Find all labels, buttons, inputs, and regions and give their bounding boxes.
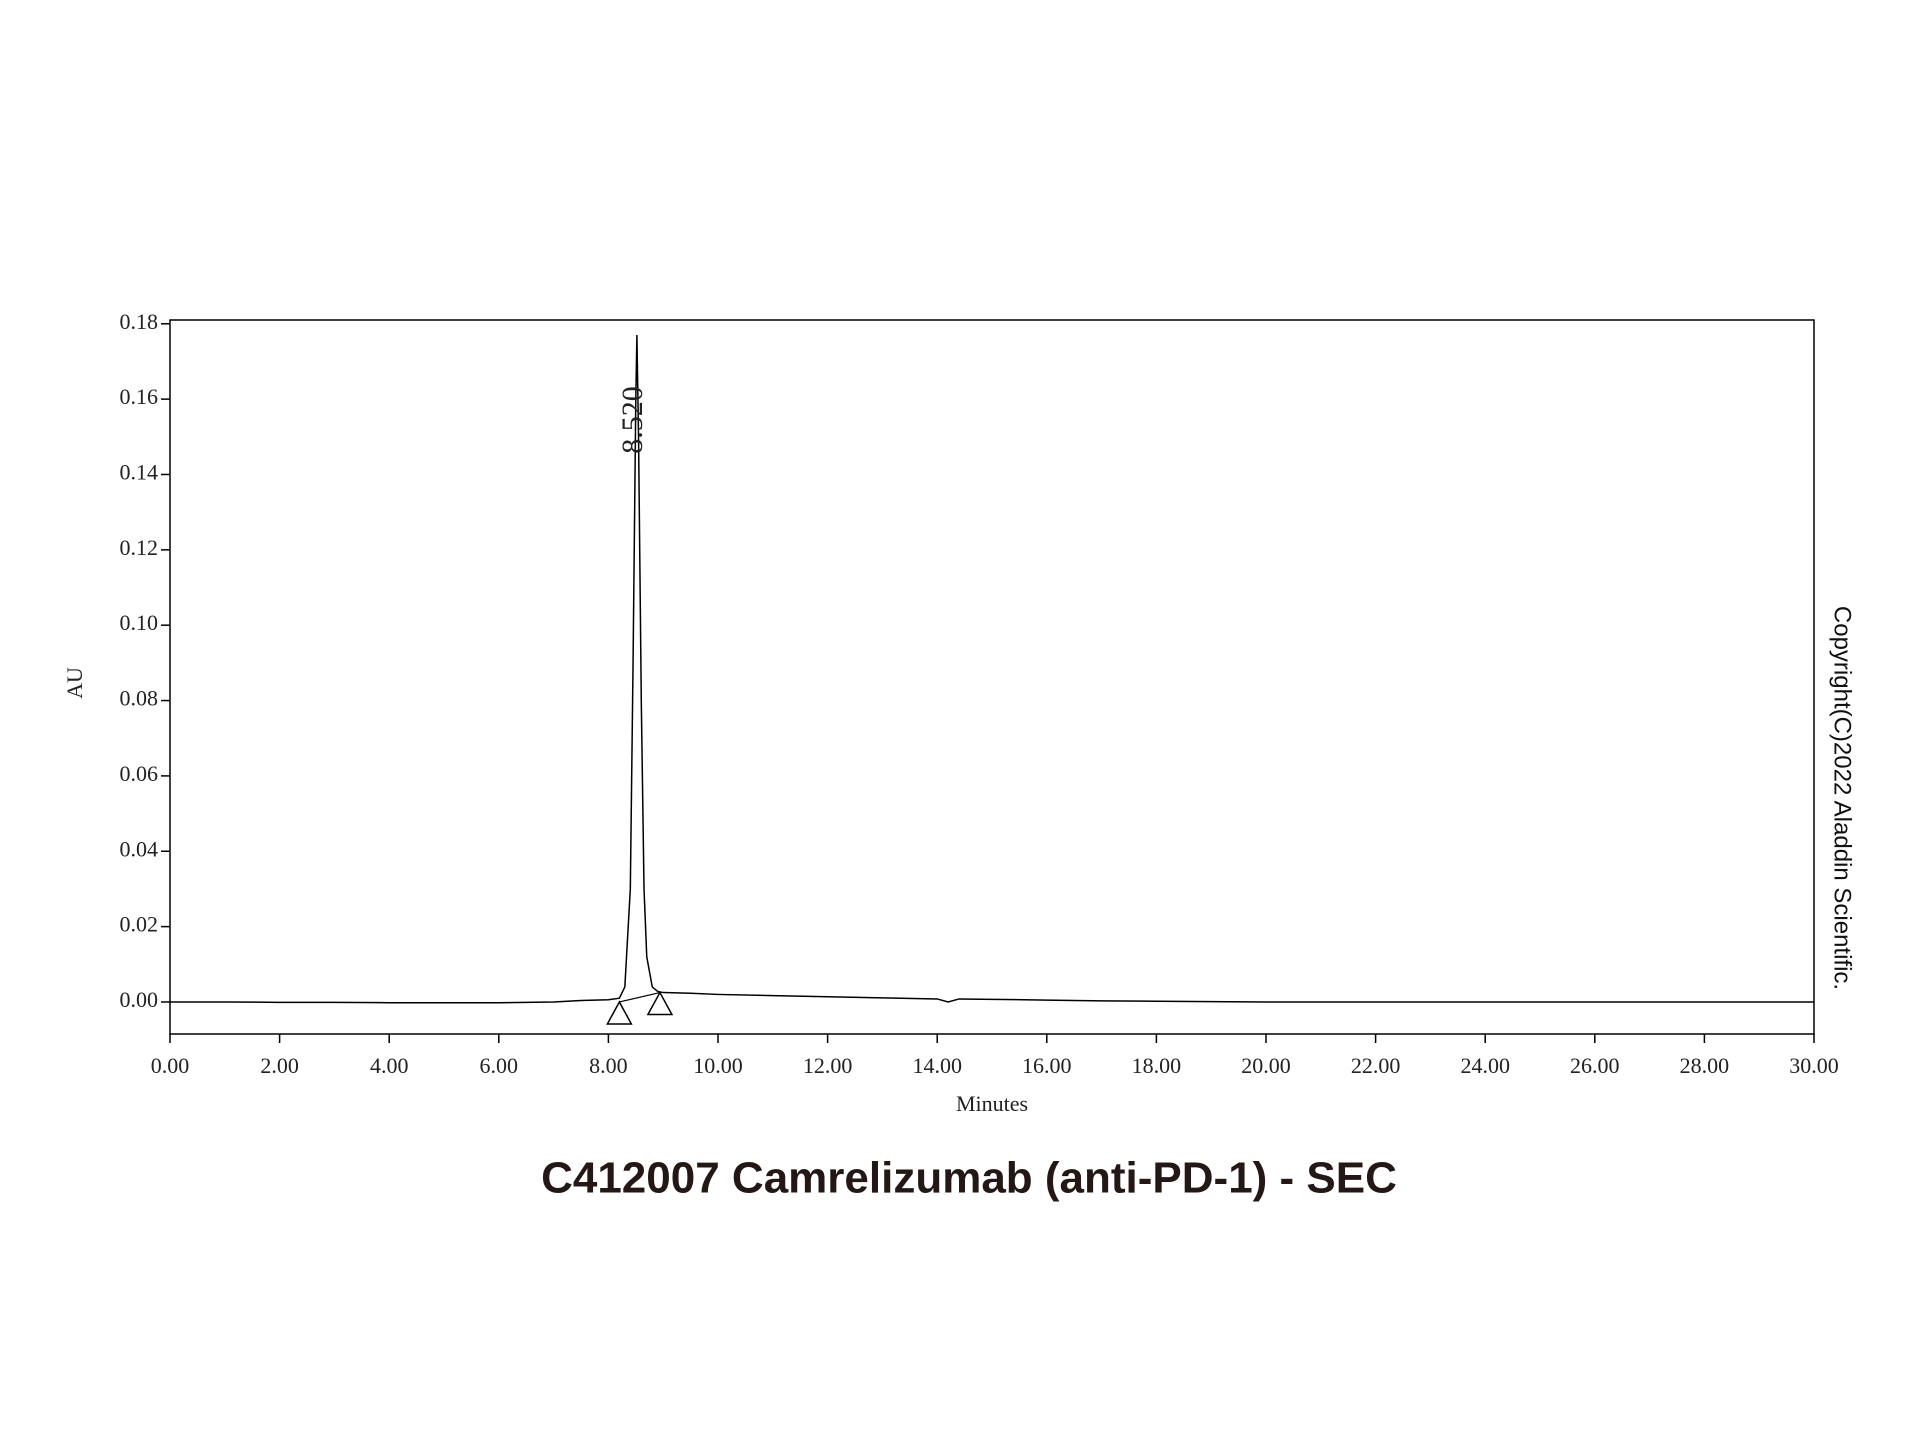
y-tick-label: 0.12 bbox=[120, 535, 159, 560]
y-tick-label: 0.06 bbox=[120, 761, 159, 786]
x-tick-label: 28.00 bbox=[1680, 1053, 1730, 1078]
x-tick-label: 26.00 bbox=[1570, 1053, 1620, 1078]
y-tick-label: 0.00 bbox=[120, 987, 159, 1012]
x-tick-label: 8.00 bbox=[589, 1053, 628, 1078]
plot-frame bbox=[169, 319, 1815, 1035]
y-tick-label: 0.14 bbox=[120, 460, 159, 485]
integration-baseline bbox=[619, 991, 661, 1003]
watermark: Copyright(C)2022 Aladdin Scientific. bbox=[1829, 606, 1856, 990]
x-tick-label: 10.00 bbox=[693, 1053, 743, 1078]
chart-title: C412007 Camrelizumab (anti-PD-1) - SEC bbox=[541, 1154, 1397, 1203]
y-tick-label: 0.08 bbox=[120, 686, 159, 711]
x-tick-label: 18.00 bbox=[1132, 1053, 1182, 1078]
y-axis-label: AU bbox=[62, 667, 87, 699]
x-tick-label: 16.00 bbox=[1022, 1053, 1072, 1078]
peak-marker bbox=[646, 990, 674, 1016]
x-tick-label: 6.00 bbox=[480, 1053, 519, 1078]
chromatogram-line bbox=[170, 335, 1814, 1004]
y-tick-label: 0.04 bbox=[120, 836, 159, 861]
x-tick-label: 12.00 bbox=[803, 1053, 853, 1078]
y-tick-label: 0.10 bbox=[120, 610, 159, 635]
peak-marker bbox=[606, 1000, 633, 1025]
y-tick-label: 0.02 bbox=[120, 912, 159, 937]
x-tick-label: 2.00 bbox=[260, 1053, 299, 1078]
y-tick-label: 0.16 bbox=[120, 384, 159, 409]
x-tick-label: 14.00 bbox=[912, 1053, 962, 1078]
x-tick-label: 22.00 bbox=[1351, 1053, 1401, 1078]
x-tick-label: 4.00 bbox=[370, 1053, 409, 1078]
x-tick-label: 20.00 bbox=[1241, 1053, 1291, 1078]
x-tick-label: 30.00 bbox=[1789, 1053, 1839, 1078]
x-axis-label: Minutes bbox=[956, 1091, 1028, 1116]
x-tick-label: 24.00 bbox=[1460, 1053, 1510, 1078]
peak-label: 8.520 bbox=[616, 386, 649, 454]
y-tick-label: 0.18 bbox=[120, 309, 159, 334]
x-tick-label: 0.00 bbox=[151, 1053, 190, 1078]
